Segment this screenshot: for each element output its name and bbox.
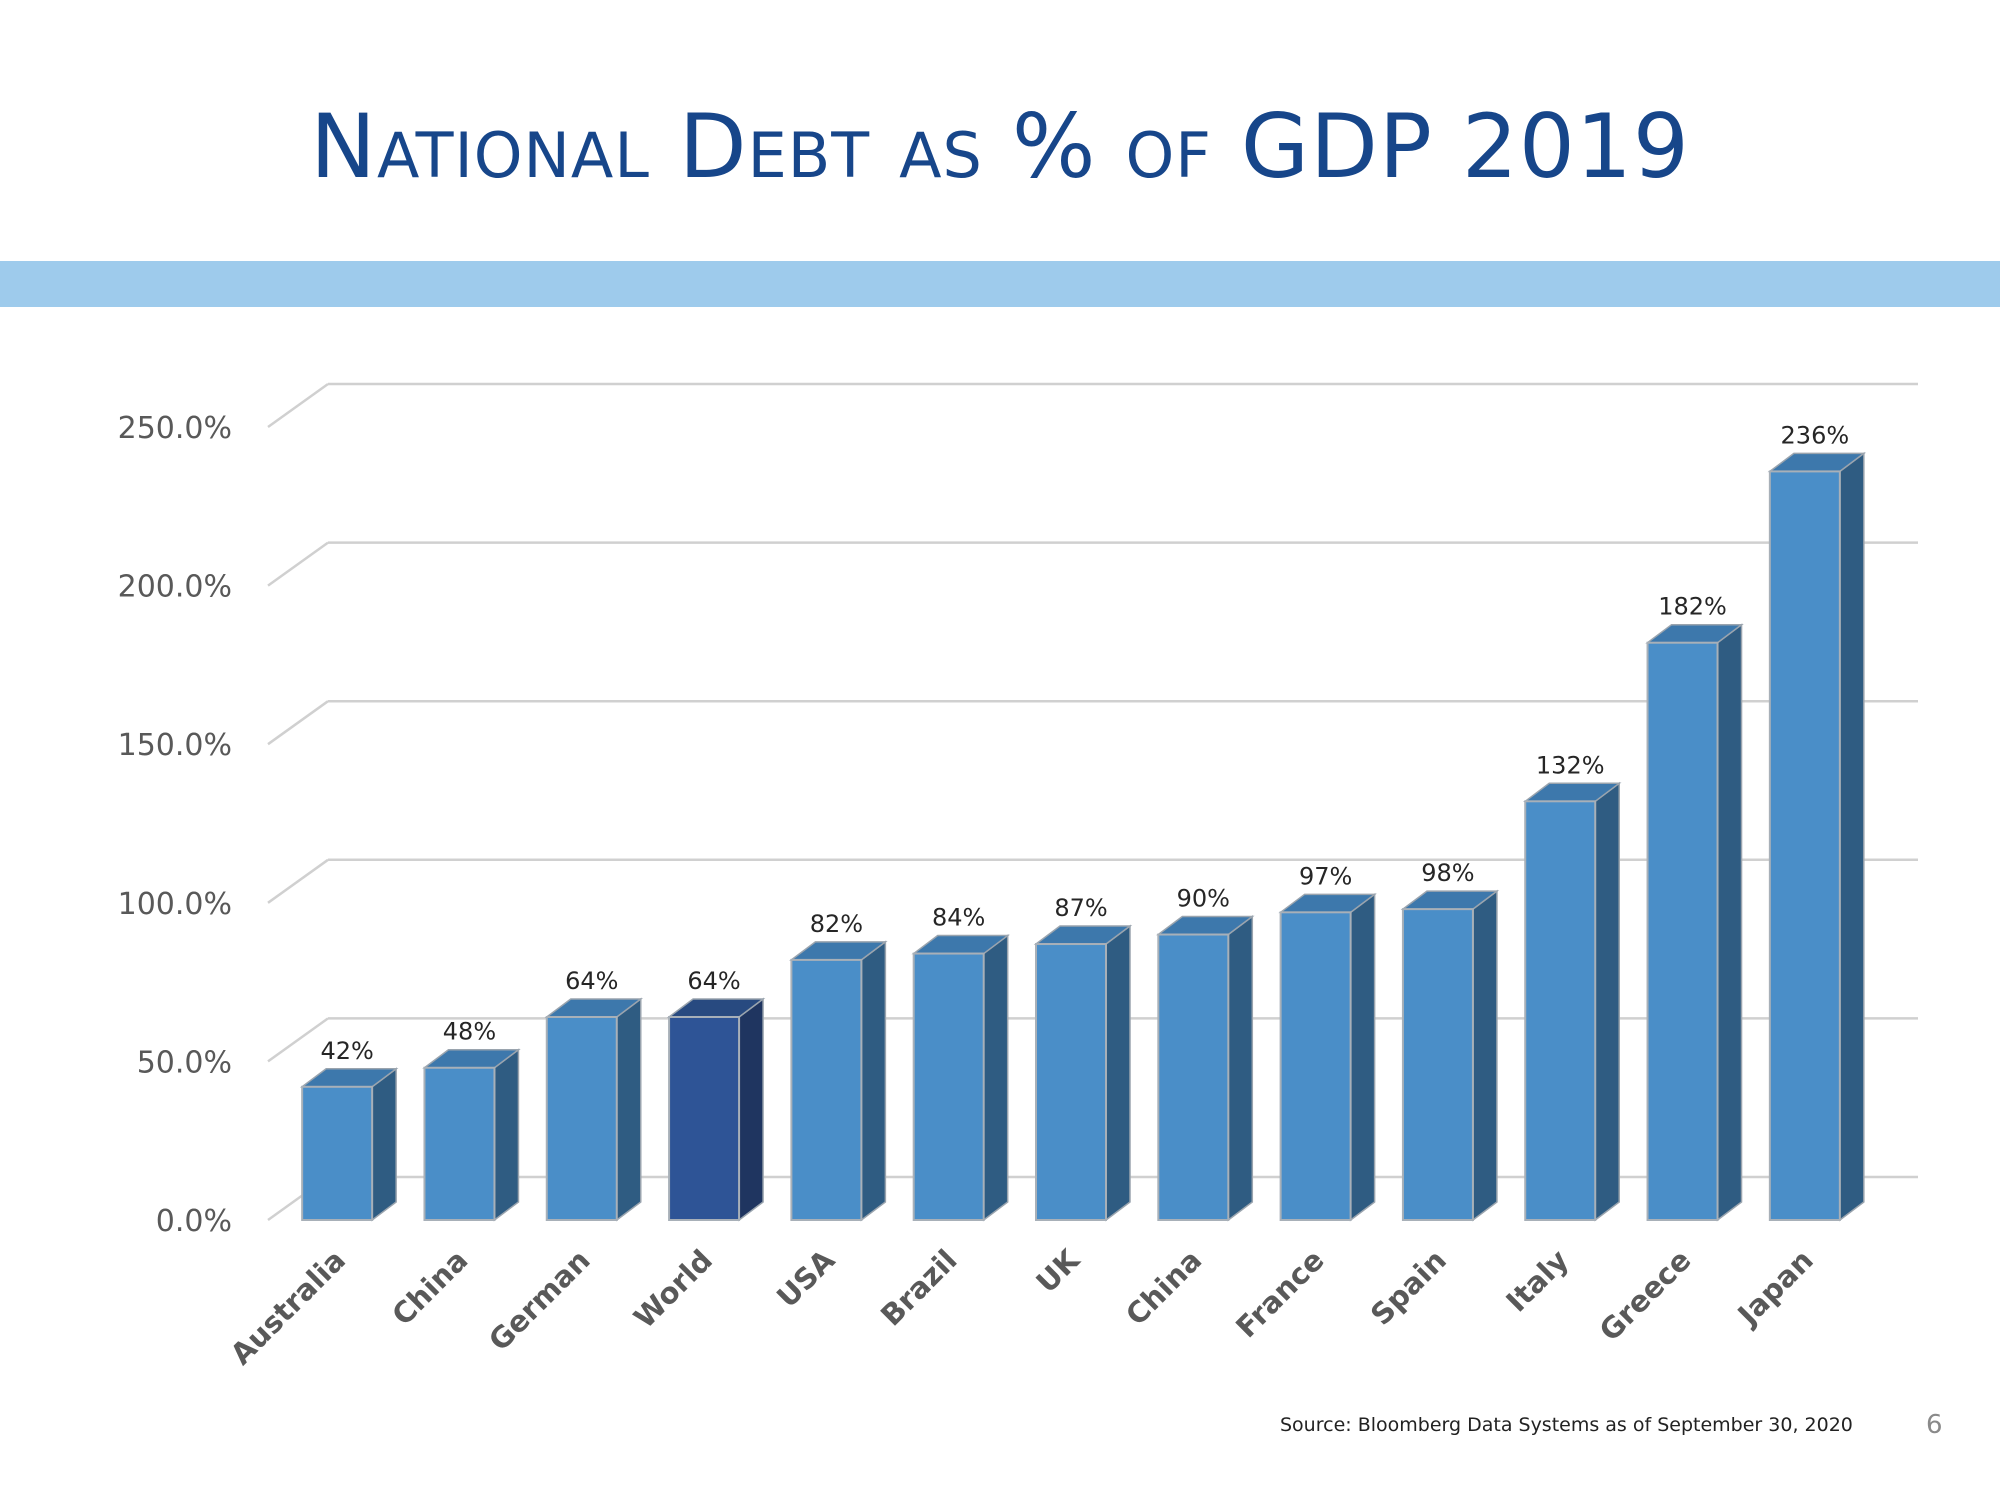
bar: [1157, 933, 1230, 1222]
bar-side: [1105, 924, 1131, 1222]
gridline-side-5: [267, 382, 329, 429]
bar-side: [860, 940, 887, 1222]
y-tick-label: 100.0%: [118, 887, 232, 922]
gridline-side-4: [267, 541, 329, 587]
bar-side: [1349, 892, 1376, 1222]
data-label: 48%: [443, 1018, 496, 1046]
category-label: World: [627, 1243, 719, 1335]
bar-side: [738, 997, 764, 1222]
category-label: China: [1119, 1243, 1208, 1332]
bar-side: [1716, 623, 1743, 1222]
y-tick-label: 0.0%: [156, 1204, 232, 1239]
bar-side: [1594, 781, 1620, 1222]
bar: [1035, 943, 1107, 1221]
category-label: France: [1229, 1243, 1330, 1344]
bar: [301, 1085, 374, 1221]
bar: [545, 1015, 618, 1221]
bar-side: [493, 1048, 520, 1222]
data-label: 42%: [320, 1037, 373, 1065]
y-tick-label: 250.0%: [118, 411, 232, 446]
category-label: German: [482, 1243, 597, 1358]
slide-title: National Debt as % of GDP 2019: [310, 95, 1690, 198]
y-tick-label: 50.0%: [137, 1045, 232, 1080]
category-label: Spain: [1364, 1243, 1453, 1332]
bar: [1401, 908, 1474, 1221]
category-label: Greece: [1593, 1243, 1698, 1348]
gridline-side-1: [267, 1017, 329, 1063]
data-label: 87%: [1054, 894, 1107, 922]
category-label: Brazil: [874, 1243, 964, 1333]
bar: [912, 952, 985, 1221]
data-label: 90%: [1177, 885, 1230, 913]
page-number: 6: [1926, 1410, 1943, 1440]
y-tick-label: 200.0%: [118, 570, 232, 605]
category-label: Japan: [1730, 1243, 1820, 1333]
bar: [668, 1015, 741, 1221]
bar: [423, 1066, 496, 1222]
data-label: 132%: [1536, 751, 1605, 779]
bar-side: [616, 997, 642, 1222]
data-label: 64%: [687, 967, 740, 995]
category-label: UK: [1029, 1242, 1087, 1300]
bar: [1646, 641, 1719, 1221]
category-label: China: [385, 1243, 474, 1332]
bar: [1768, 470, 1841, 1221]
bar-side: [982, 934, 1009, 1222]
source-note: Source: Bloomberg Data Systems as of Sep…: [1280, 1414, 1853, 1436]
bar-side: [1227, 915, 1254, 1222]
data-label: 98%: [1421, 859, 1474, 887]
gridline-side-2: [267, 858, 329, 904]
bar: [1524, 800, 1597, 1222]
title-divider-band: [0, 261, 2000, 307]
y-tick-label: 150.0%: [118, 728, 232, 763]
data-label: 97%: [1299, 862, 1352, 890]
bar-side: [371, 1067, 397, 1222]
category-label: USA: [770, 1243, 842, 1315]
data-label: 236%: [1781, 421, 1850, 449]
bar-side: [1839, 451, 1865, 1222]
data-label: 182%: [1658, 593, 1727, 621]
category-label: Italy: [1499, 1243, 1575, 1319]
bar: [790, 958, 863, 1221]
bar-side: [1472, 889, 1498, 1222]
data-label: 82%: [810, 910, 863, 938]
bar: [1279, 911, 1352, 1221]
data-label: 64%: [565, 967, 618, 995]
gridline-side-3: [267, 700, 329, 746]
data-label: 84%: [932, 904, 985, 932]
category-label: Australia: [224, 1243, 352, 1371]
